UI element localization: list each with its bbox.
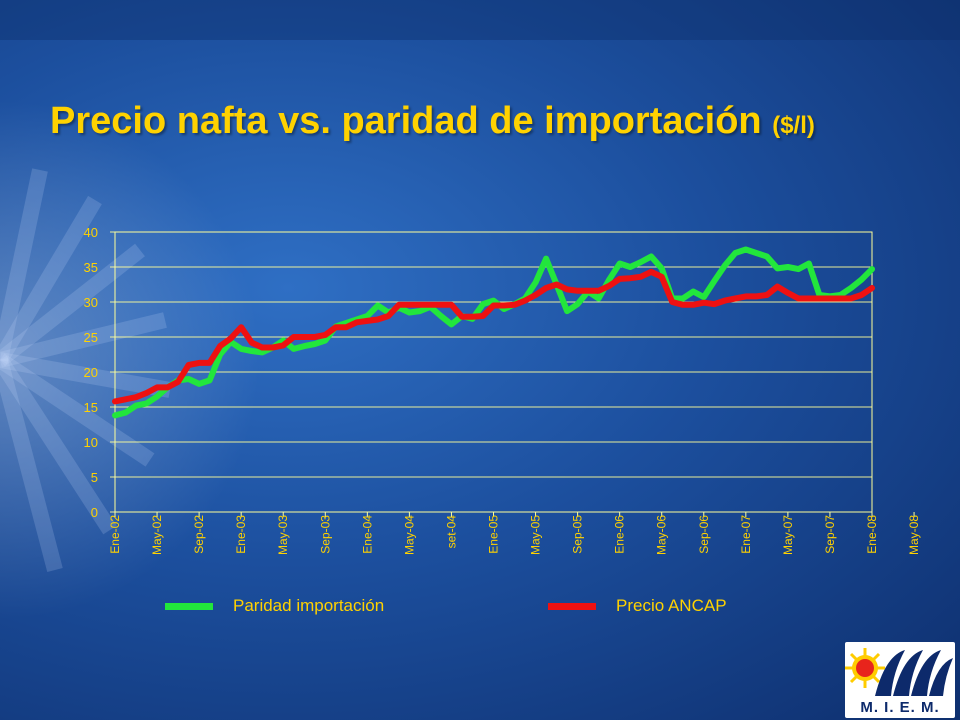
y-tick-label-5: 5 bbox=[91, 470, 98, 485]
legend-item-ancap: Precio ANCAP bbox=[548, 594, 727, 618]
title-unit: ($/l) bbox=[772, 112, 815, 139]
legend-label-ancap: Precio ANCAP bbox=[616, 596, 727, 615]
y-tick-label-40: 40 bbox=[84, 225, 98, 240]
x-tick-label-13: May-06 bbox=[655, 515, 669, 555]
x-tick-label-17: Sep-07 bbox=[823, 515, 837, 554]
miem-logo: M. I. E. M. bbox=[845, 642, 955, 718]
series-line-ancap bbox=[112, 268, 875, 405]
x-tick-label-5: Sep-03 bbox=[318, 515, 332, 554]
x-tick-label-19: May-08 bbox=[907, 515, 921, 555]
x-tick-label-1: May-02 bbox=[150, 515, 164, 555]
x-tick-label-8: set-04 bbox=[444, 515, 458, 549]
x-tick-label-12: Ene-06 bbox=[613, 515, 627, 554]
x-axis-ticks: Ene-02 May-02 Sep-02 Ene-03 May-03 Sep-03 Ene-… bbox=[108, 512, 921, 555]
legend-item-paridad: Paridad importación bbox=[165, 594, 384, 618]
x-tick-label-4: May-03 bbox=[276, 515, 290, 555]
x-tick-label-15: Ene-07 bbox=[739, 515, 753, 554]
x-tick-label-3: Ene-03 bbox=[234, 515, 248, 554]
legend-swatch-paridad bbox=[165, 602, 213, 610]
series-line-paridad bbox=[112, 246, 875, 419]
x-tick-label-16: May-07 bbox=[781, 515, 795, 555]
x-tick-label-9: Ene-05 bbox=[487, 515, 501, 554]
x-tick-label-0: Ene-02 bbox=[108, 515, 122, 554]
y-tick-label-35: 35 bbox=[84, 260, 98, 275]
title-main: Precio nafta vs. paridad de importación bbox=[50, 100, 762, 142]
y-tick-label-0: 0 bbox=[91, 505, 98, 520]
x-tick-label-7: May-04 bbox=[402, 515, 416, 555]
x-tick-label-18: Ene-08 bbox=[865, 515, 879, 554]
y-tick-label-15: 15 bbox=[84, 400, 98, 415]
y-tick-label-20: 20 bbox=[84, 365, 98, 380]
x-tick-label-6: Ene-04 bbox=[360, 515, 374, 554]
y-axis-ticks: 0 5 10 15 20 25 30 35 40 bbox=[84, 225, 98, 520]
miem-logo-text: M. I. E. M. bbox=[860, 699, 940, 716]
y-tick-label-25: 25 bbox=[84, 330, 98, 345]
y-tick-label-30: 30 bbox=[84, 295, 98, 310]
x-tick-label-14: Sep-06 bbox=[697, 515, 711, 554]
chart-title: Precio nafta vs. paridad de importación … bbox=[50, 100, 930, 143]
y-tick-label-10: 10 bbox=[84, 435, 98, 450]
x-tick-label-11: Sep-05 bbox=[571, 515, 585, 554]
legend-swatch-ancap bbox=[548, 602, 596, 610]
gridlines bbox=[110, 231, 872, 513]
legend-label-paridad: Paridad importación bbox=[233, 596, 385, 615]
x-tick-label-2: Sep-02 bbox=[192, 515, 206, 554]
miem-logo-icon bbox=[845, 648, 953, 696]
x-tick-label-10: May-05 bbox=[529, 515, 543, 555]
series-lines bbox=[112, 246, 875, 419]
